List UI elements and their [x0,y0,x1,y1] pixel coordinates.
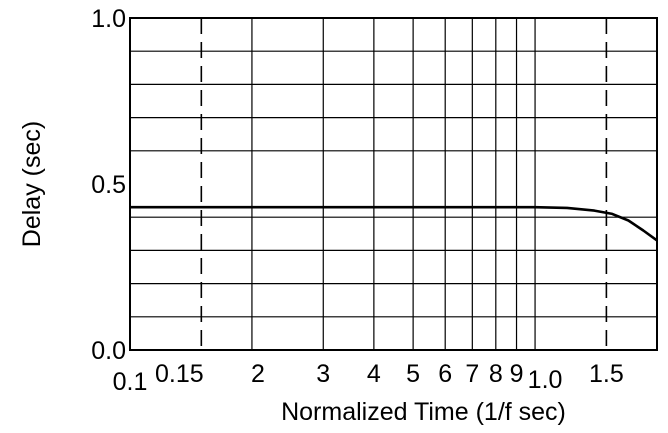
x-tick-label: 8 [489,360,503,388]
x-tick-label: 2 [251,360,265,388]
x-tick-label: 3 [316,360,330,388]
y-tick-label: 0.0 [91,337,126,365]
y-axis-title: Delay (sec) [18,121,46,247]
series-layer [130,205,658,242]
x-tick-label: 5 [406,360,420,388]
x-tick-label: 0.15 [155,360,204,388]
x-tick-label: 4 [367,360,381,388]
x-tick-label: 6 [438,360,452,388]
x-tick-label: 1.0 [528,366,563,394]
dashed-reference-lines [200,18,608,350]
x-tick-label: 9 [510,360,524,388]
grid-lines [130,18,657,350]
x-axis-title: Normalized Time (1/f sec) [281,398,566,426]
x-tick-label: 0.1 [113,368,148,396]
y-tick-label: 0.5 [91,171,126,199]
series-line [130,205,658,242]
y-tick-label: 1.0 [91,5,126,33]
x-tick-label: 7 [465,360,479,388]
y-tick-labels: 0.0 0.5 1.0 [91,5,126,365]
x-tick-label: 1.5 [589,360,624,388]
plot-frame [129,17,658,351]
x-tick-labels: 0.1 0.15 2 3 4 5 6 7 8 9 1.0 1.5 [113,360,624,396]
